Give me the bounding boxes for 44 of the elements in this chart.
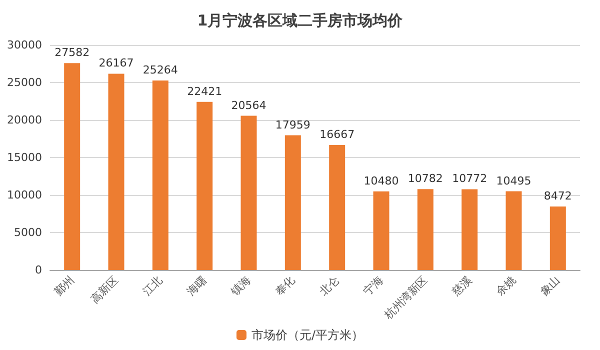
x-tick-label: 海曙 bbox=[184, 273, 210, 298]
y-tick-label: 15000 bbox=[7, 151, 42, 164]
y-tick-label: 0 bbox=[35, 264, 42, 276]
x-tick-label: 余姚 bbox=[494, 273, 518, 298]
x-tick-label: 奉化 bbox=[272, 273, 298, 298]
x-tick-label: 高新区 bbox=[88, 273, 121, 306]
data-label: 17959 bbox=[275, 118, 310, 132]
x-tick-label: 鄞州 bbox=[52, 273, 77, 298]
bar bbox=[64, 63, 80, 270]
x-tick-label: 北仑 bbox=[316, 273, 342, 298]
bar bbox=[506, 191, 522, 270]
x-tick-label: 镇海 bbox=[228, 273, 254, 299]
bar bbox=[373, 191, 390, 270]
bar bbox=[329, 145, 346, 270]
legend-label: 市场价（元/平方米） bbox=[251, 328, 364, 342]
y-tick-label: 10000 bbox=[7, 188, 42, 202]
x-tick-label: 慈溪 bbox=[448, 273, 474, 299]
y-tick-label: 5000 bbox=[14, 226, 42, 239]
bar bbox=[152, 80, 168, 270]
x-tick-label: 江北 bbox=[140, 273, 166, 298]
data-label: 10782 bbox=[408, 172, 443, 186]
chart-title: 1月宁波各区域二手房市场均价 bbox=[197, 12, 404, 30]
bar bbox=[550, 206, 566, 270]
x-tick-label: 宁海 bbox=[361, 273, 386, 298]
bar bbox=[417, 189, 434, 270]
data-label: 22421 bbox=[187, 84, 222, 98]
data-label: 25264 bbox=[142, 64, 178, 77]
data-label: 10772 bbox=[452, 172, 488, 186]
data-label: 16667 bbox=[320, 128, 355, 141]
bar bbox=[284, 135, 301, 270]
bar bbox=[240, 116, 257, 270]
data-label: 20564 bbox=[231, 98, 266, 112]
data-label: 10480 bbox=[364, 174, 399, 188]
bar bbox=[108, 74, 124, 270]
data-label: 27582 bbox=[54, 46, 90, 60]
data-label: 26167 bbox=[98, 56, 134, 70]
y-tick-label: 30000 bbox=[7, 38, 42, 52]
data-label: 8472 bbox=[544, 189, 572, 202]
y-tick-label: 20000 bbox=[7, 114, 42, 126]
bar bbox=[196, 102, 213, 270]
x-tick-label: 象山 bbox=[538, 273, 563, 298]
y-tick-label: 25000 bbox=[7, 76, 42, 89]
bar bbox=[462, 189, 478, 270]
data-label: 10495 bbox=[496, 174, 532, 188]
